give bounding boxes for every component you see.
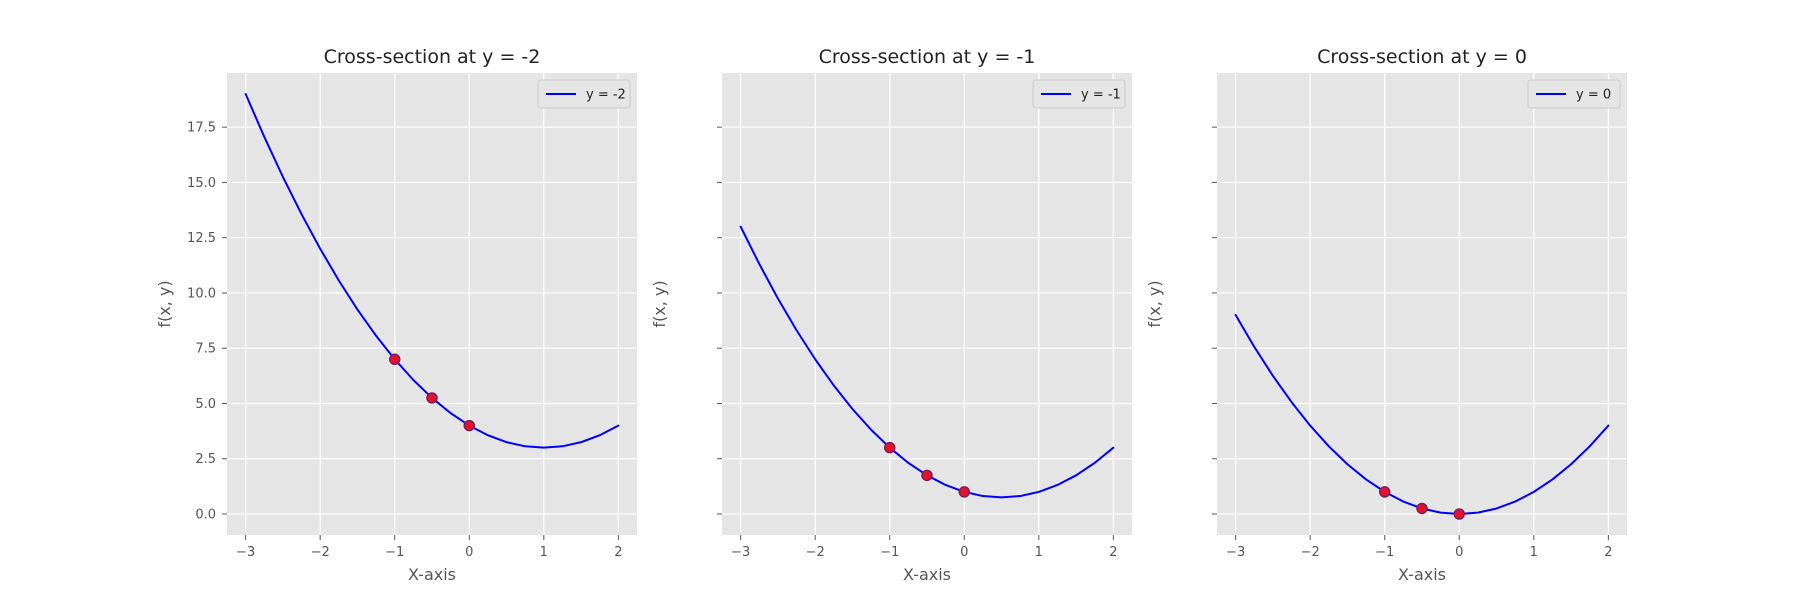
x-axis-label: X-axis (1398, 565, 1446, 584)
legend-box (1527, 79, 1621, 109)
legend: y = 0 (1527, 79, 1621, 109)
data-point (1416, 502, 1428, 515)
legend: y = -1 (1032, 79, 1126, 109)
data-point (1378, 486, 1391, 498)
x-tick-label: 2 (614, 545, 622, 560)
data-point (388, 353, 401, 366)
legend-label: y = -2 (586, 88, 626, 103)
plot-area (722, 73, 1132, 535)
y-tick-label: 17.5 (187, 121, 216, 136)
x-axis-label: X-axis (903, 565, 951, 584)
data-point (958, 486, 971, 498)
y-tick-label: 0.0 (195, 508, 216, 523)
chart-title: Cross-section at y = -1 (819, 46, 1036, 68)
x-axis-label: X-axis (408, 565, 456, 584)
x-tick-label: −1 (1375, 545, 1394, 560)
x-tick-label: 1 (1035, 545, 1043, 560)
chart-panel-1: −3 −2 −1 0 1 2 0.0 2.5 5.0 7.5 10.0 12.5 15.0 17.5 y =… (155, 46, 637, 584)
x-tick-label: −2 (806, 545, 825, 560)
data-point (883, 441, 896, 454)
x-tick-label: 2 (1604, 545, 1612, 560)
x-tick-label: 1 (540, 545, 548, 560)
chart-title: Cross-section at y = 0 (1317, 46, 1527, 68)
y-axis-label: f(x, y) (155, 280, 174, 327)
data-point (1453, 508, 1466, 520)
x-tick-label: −3 (731, 545, 750, 560)
x-tick-label: −2 (311, 545, 330, 560)
x-tick-label: 0 (1455, 545, 1463, 560)
chart-panel-3: −3 −2 −1 0 1 2 y = 0 Cross-section at y = 0 X-ax… (1145, 46, 1627, 584)
legend-box (537, 79, 631, 109)
legend-box (1032, 79, 1126, 109)
legend-label: y = -1 (1081, 88, 1121, 103)
x-tick-label: 1 (1530, 545, 1538, 560)
y-tick-label: 12.5 (187, 231, 216, 246)
plot-area (1217, 73, 1627, 535)
x-tick-label: −1 (385, 545, 404, 560)
x-tick-label: −1 (880, 545, 899, 560)
x-tick-label: 0 (960, 545, 968, 560)
y-tick-label: 7.5 (195, 342, 216, 357)
data-point (463, 419, 476, 432)
y-axis-label: f(x, y) (1145, 280, 1164, 327)
x-tick-label: −2 (1301, 545, 1320, 560)
y-tick-label: 5.0 (195, 397, 216, 412)
data-point (426, 392, 438, 404)
y-tick-label: 15.0 (187, 176, 216, 191)
x-tick-label: −3 (236, 545, 255, 560)
y-tick-label: 2.5 (195, 452, 216, 467)
data-point (921, 469, 933, 482)
y-axis-label: f(x, y) (650, 280, 669, 327)
x-tick-label: 0 (465, 545, 473, 560)
x-tick-label: −3 (1226, 545, 1245, 560)
plot-area (227, 73, 637, 535)
chart-panel-2: −3 −2 −1 0 1 2 y = -1 Cross-section at y = -1 X-… (650, 46, 1132, 584)
y-tick-label: 10.0 (187, 286, 216, 301)
chart-title: Cross-section at y = -2 (324, 46, 541, 68)
x-tick-label: 2 (1109, 545, 1117, 560)
legend-label: y = 0 (1576, 88, 1611, 103)
legend: y = -2 (537, 79, 631, 109)
